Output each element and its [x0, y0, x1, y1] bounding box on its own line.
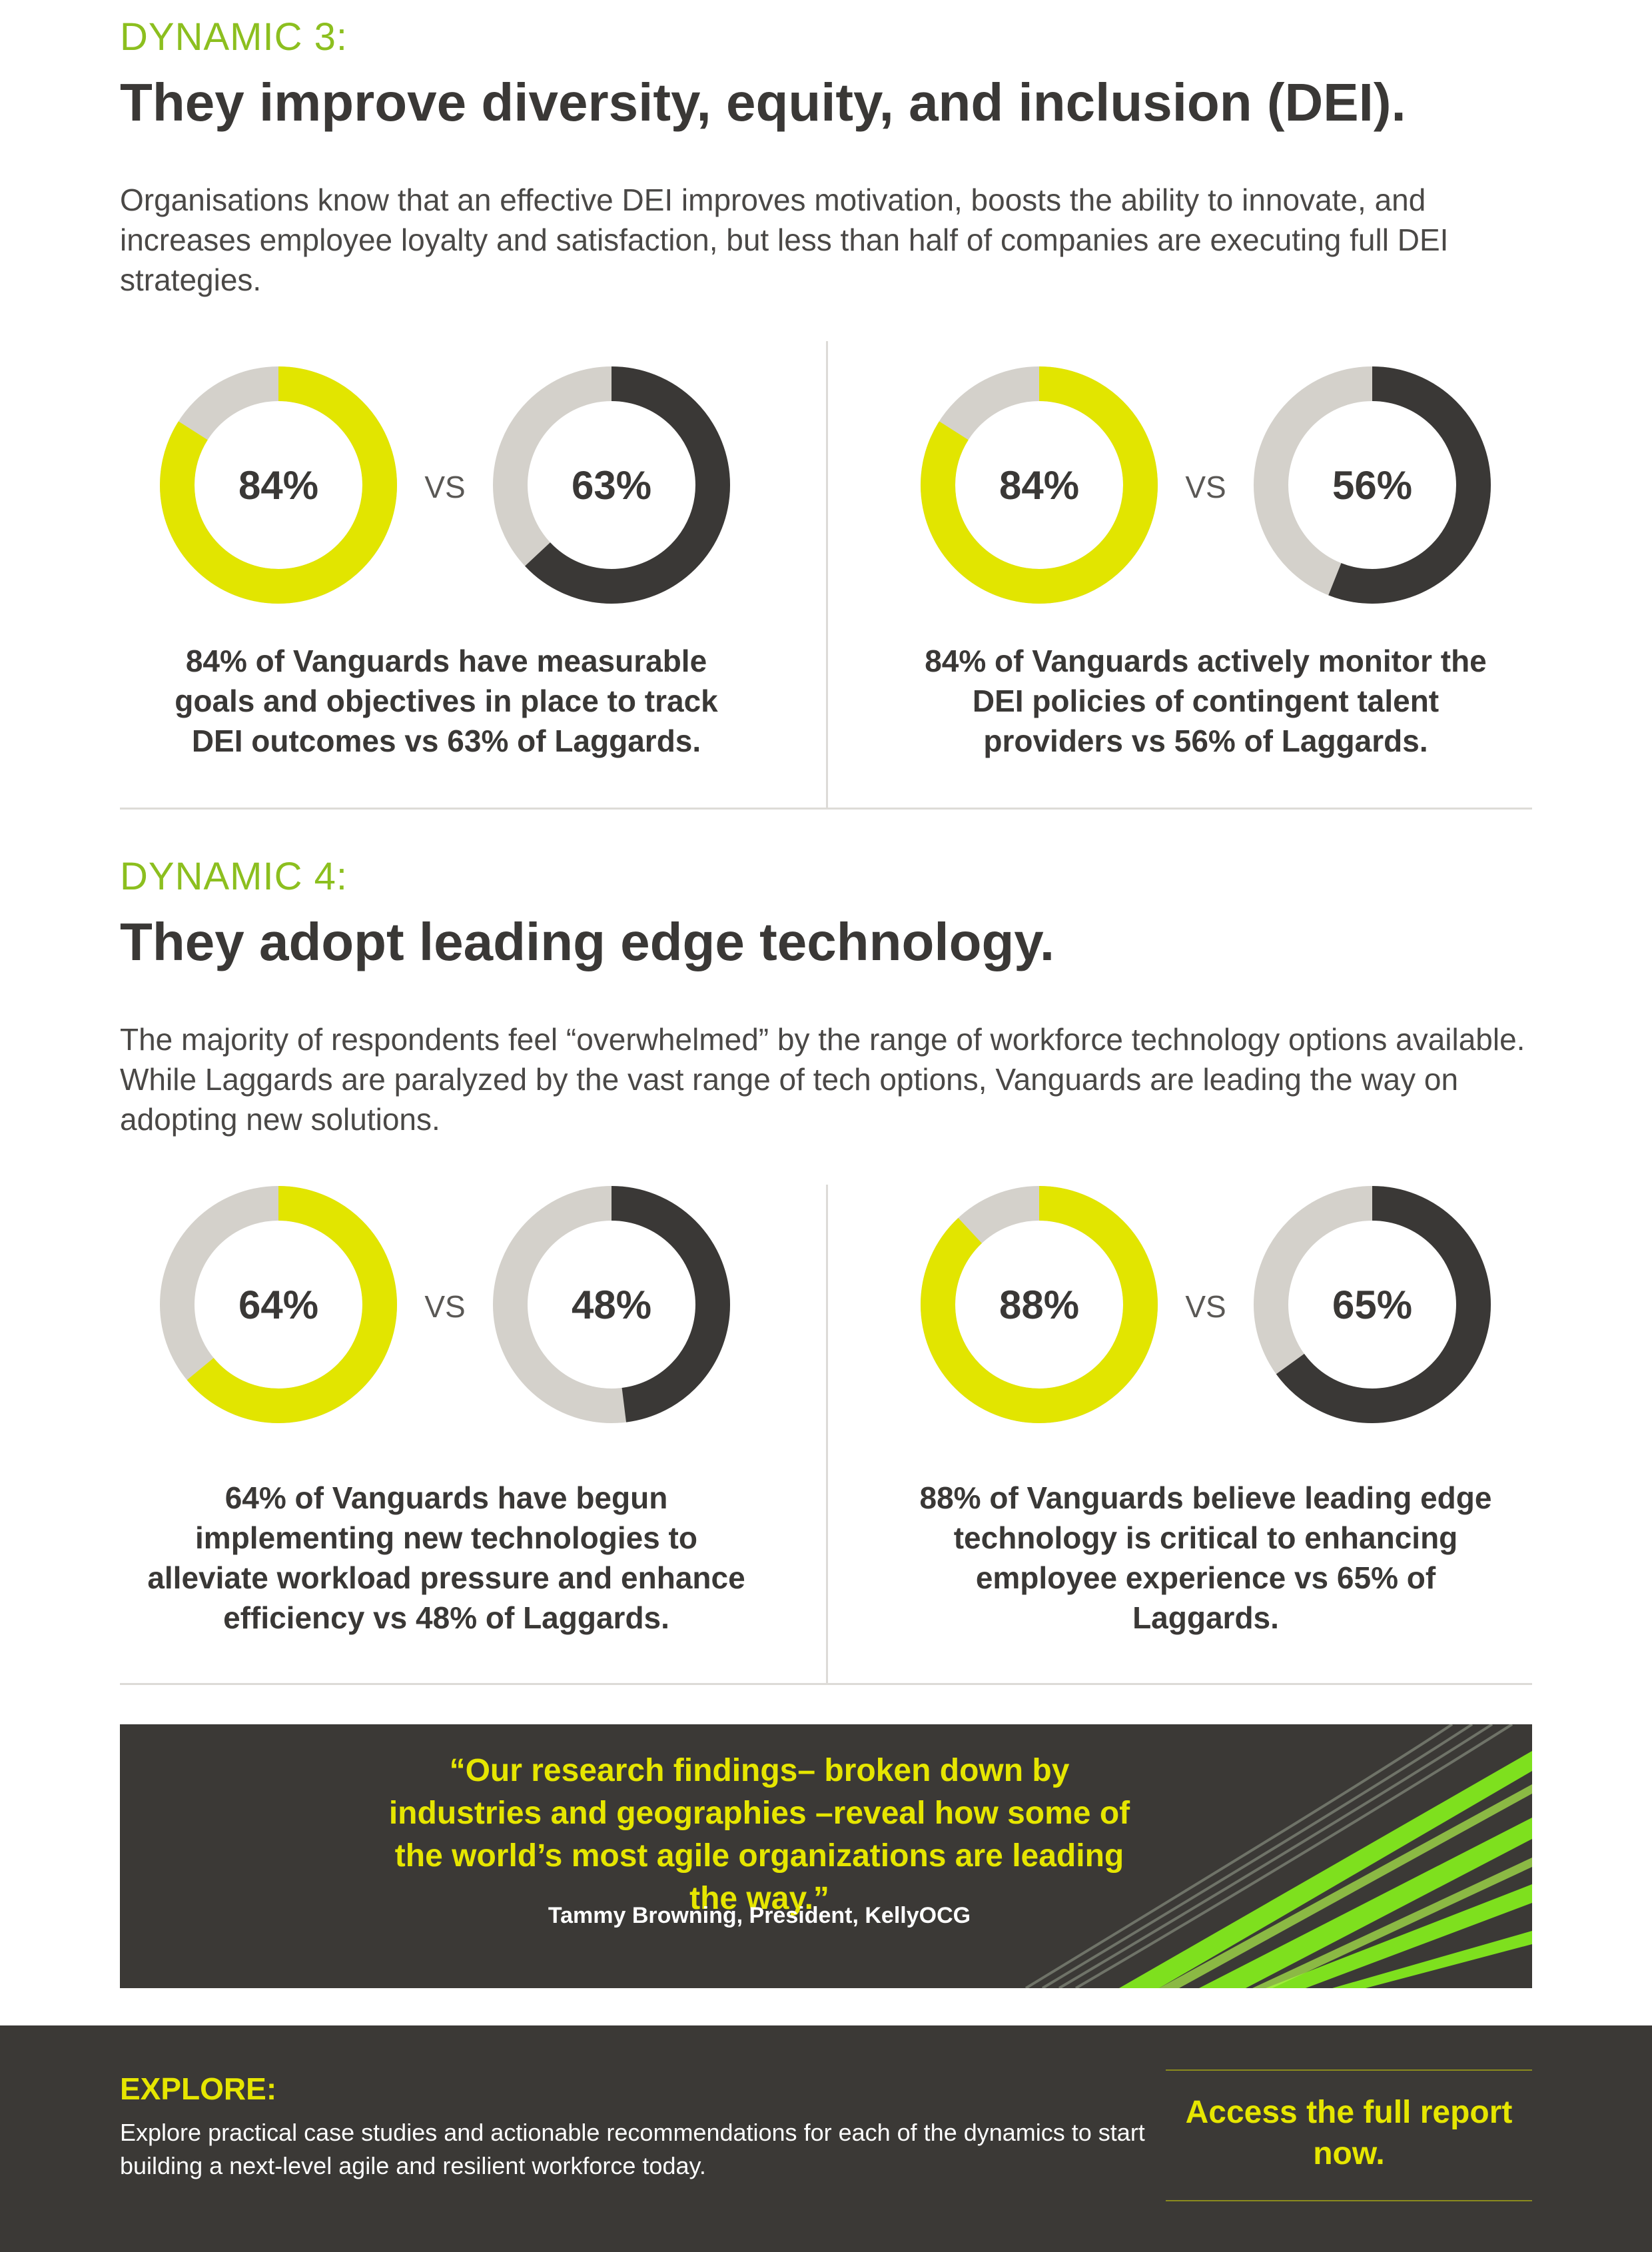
vs-label: VS — [1185, 470, 1226, 504]
explore-body: Explore practical case studies and actio… — [120, 2119, 1145, 2179]
laggard-donut-chart — [1254, 366, 1491, 604]
laggard-percentage: 63% — [571, 462, 652, 508]
vs-label: VS — [1185, 1289, 1226, 1324]
dynamic-3-title: They improve diversity, equity, and incl… — [120, 73, 1406, 132]
footer: EXPLORE: Explore practical case studies … — [0, 2025, 1652, 2252]
vanguard-percentage: 64% — [238, 1282, 319, 1327]
cta-divider-bottom — [1166, 2200, 1532, 2201]
donut-value-arc — [1254, 1186, 1491, 1423]
vanguard-percentage: 88% — [999, 1282, 1080, 1327]
laggard-percentage: 65% — [1332, 1282, 1413, 1327]
dynamic-4-label: DYNAMIC 4: — [120, 855, 348, 898]
explore-title: EXPLORE: — [120, 2071, 277, 2106]
vanguard-donut-chart — [921, 1186, 1158, 1423]
vanguard-donut-chart — [160, 1186, 397, 1423]
laggard-donut-chart — [493, 366, 730, 604]
dynamic-3-intro: Organisations know that an effective DEI… — [120, 183, 1449, 297]
laggard-donut-chart — [1254, 1186, 1491, 1423]
laggard-percentage: 56% — [1332, 462, 1413, 508]
dynamic-3-label: DYNAMIC 3: — [120, 15, 348, 59]
section-divider-vertical — [826, 341, 828, 808]
quote-box: “Our research findings– broken down by i… — [120, 1724, 1532, 1988]
vanguard-donut-chart — [160, 366, 397, 604]
stat-caption: 88% of Vanguards believe leading edge te… — [919, 1480, 1492, 1635]
laggard-percentage: 48% — [571, 1282, 652, 1327]
donut-value-arc — [493, 366, 730, 604]
vs-label: VS — [424, 1289, 466, 1324]
donut-value-arc — [160, 366, 397, 604]
quote-text: “Our research findings– broken down by i… — [388, 1753, 1130, 1916]
cta-divider-top — [1166, 2069, 1532, 2071]
dynamic-4-title: They adopt leading edge technology. — [120, 912, 1055, 971]
donut-value-arc — [1254, 366, 1491, 604]
section-divider-horizontal — [120, 808, 1532, 810]
laggard-donut-chart — [493, 1186, 730, 1423]
stat-caption: 64% of Vanguards have begun implementing… — [147, 1480, 745, 1635]
decorative-light-streaks — [1025, 1724, 1532, 1988]
dynamic-4-intro: The majority of respondents feel “overwh… — [120, 1022, 1525, 1137]
vanguard-percentage: 84% — [238, 462, 319, 508]
donut-value-arc — [160, 1186, 397, 1423]
donut-value-arc — [493, 1186, 730, 1423]
vanguard-percentage: 84% — [999, 462, 1080, 508]
vanguard-donut-chart — [921, 366, 1158, 604]
access-full-report-link[interactable]: Access the full report now. — [1185, 2095, 1513, 2171]
stat-caption: 84% of Vanguards have measurable goals a… — [175, 644, 718, 758]
vs-label: VS — [424, 470, 466, 504]
quote-author: Tammy Browning, President, KellyOCG — [548, 1903, 971, 1928]
section-divider-horizontal — [120, 1683, 1532, 1685]
stat-caption: 84% of Vanguards actively monitor the DE… — [925, 644, 1487, 758]
donut-value-arc — [921, 1186, 1158, 1423]
section-divider-vertical — [826, 1185, 828, 1683]
donut-value-arc — [921, 366, 1158, 604]
